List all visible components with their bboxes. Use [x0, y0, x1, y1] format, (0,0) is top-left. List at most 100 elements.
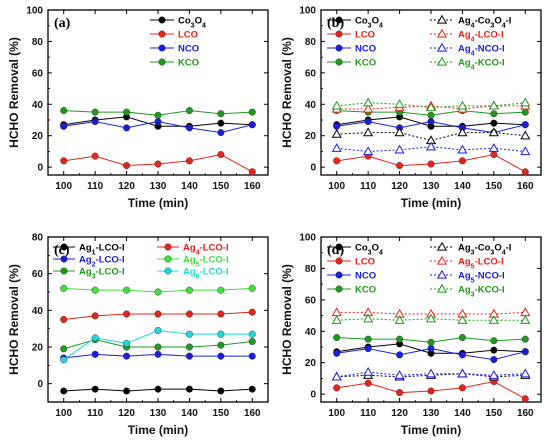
x-tick-label: 110 [360, 181, 377, 192]
data-point [333, 157, 341, 165]
legend-label: Ag5-LCO-I [458, 257, 504, 271]
data-point [363, 97, 374, 107]
x-tick-label: 110 [87, 408, 104, 419]
data-point [60, 345, 68, 353]
data-point [521, 395, 529, 403]
y-tick-label: 20 [32, 343, 44, 354]
legend-label: KCO [355, 285, 376, 296]
series-4 [60, 284, 256, 296]
x-tick-label: 160 [517, 408, 534, 419]
legend-label: LCO [178, 30, 198, 41]
data-point [91, 108, 99, 116]
data-point [457, 144, 468, 154]
legend-marker [335, 257, 343, 265]
legend-label: KCO [355, 58, 376, 69]
data-point [521, 168, 529, 176]
series-1 [60, 151, 256, 176]
y-axis-title: HCHO Removal (%) [280, 37, 294, 148]
series-1 [333, 378, 529, 403]
data-point [363, 103, 374, 113]
y-tick-label: 0 [310, 163, 316, 174]
data-point [394, 315, 405, 324]
x-tick-label: 130 [150, 181, 167, 192]
series-6 [331, 366, 531, 381]
data-point [331, 315, 342, 324]
data-point [488, 143, 499, 152]
data-point [488, 127, 499, 137]
y-tick-label: 40 [32, 306, 44, 317]
x-tick-label: 160 [244, 408, 261, 419]
legend-marker [436, 283, 448, 293]
data-point [520, 307, 531, 317]
data-point [248, 284, 256, 292]
x-axis-title: Time (min) [128, 196, 188, 210]
y-tick-label: 80 [32, 233, 44, 244]
data-point [521, 121, 529, 129]
data-point [123, 310, 131, 318]
data-point [396, 389, 404, 397]
data-point [427, 111, 435, 119]
data-point [217, 310, 225, 318]
data-point [217, 110, 225, 118]
data-point [217, 151, 225, 159]
data-point [490, 356, 498, 364]
x-tick-label: 160 [244, 181, 261, 192]
x-axis-title: Time (min) [401, 423, 461, 437]
data-point [185, 385, 193, 393]
legend-marker [60, 243, 68, 251]
data-point [458, 351, 466, 359]
legend-label: Co3O4 [355, 16, 383, 30]
legend-marker [158, 30, 166, 38]
legend-marker [164, 243, 172, 251]
data-point [154, 160, 162, 168]
legend-label: Ag2-LCO-I [79, 255, 125, 269]
legend-marker [335, 285, 343, 293]
data-point [427, 345, 435, 353]
series-7 [331, 97, 531, 112]
y-tick-label: 40 [305, 327, 317, 338]
legend-marker [60, 267, 68, 275]
y-tick-label: 80 [305, 264, 317, 275]
data-point [154, 343, 162, 351]
data-point [248, 338, 256, 346]
legend-marker [335, 58, 343, 66]
legend-marker [436, 255, 448, 265]
data-point [394, 370, 405, 379]
data-point [490, 119, 498, 127]
y-tick-label: 60 [305, 295, 317, 306]
data-point [520, 146, 531, 156]
data-point [123, 108, 131, 116]
data-point [521, 108, 529, 116]
x-tick-label: 150 [486, 181, 503, 192]
x-tick-label: 160 [517, 181, 534, 192]
legend-label: Ag3-KCO-I [458, 285, 505, 299]
legend-label: Co3O4 [355, 243, 383, 257]
legend-label: Ag4-KCO-I [458, 58, 505, 72]
series-2 [60, 118, 256, 137]
x-tick-label: 150 [213, 181, 230, 192]
chart-panel-b: 100 110 120 130 140 150 160 0 20 40 60 80 100 Time (m… [280, 6, 542, 210]
data-point [458, 334, 466, 342]
data-point [91, 312, 99, 320]
data-point [185, 343, 193, 351]
data-point [458, 384, 466, 392]
data-point [185, 352, 193, 360]
series-1 [60, 350, 256, 362]
x-tick-label: 150 [486, 408, 503, 419]
legend: Co3O4 Ag4-Co3O4-I LCO Ag4-LCO-I NCO Ag4-NCO-I… [327, 14, 511, 72]
legend-marker [436, 269, 448, 279]
data-point [488, 100, 499, 110]
legend-marker [436, 14, 448, 24]
data-point [364, 118, 372, 126]
data-point [217, 387, 225, 395]
x-tick-label: 140 [181, 408, 198, 419]
data-point [91, 350, 99, 358]
data-point [123, 124, 131, 132]
series-7 [331, 313, 531, 324]
data-point [427, 387, 435, 395]
legend-marker [335, 30, 343, 38]
data-point [60, 356, 68, 364]
y-tick-label: 40 [305, 100, 317, 111]
